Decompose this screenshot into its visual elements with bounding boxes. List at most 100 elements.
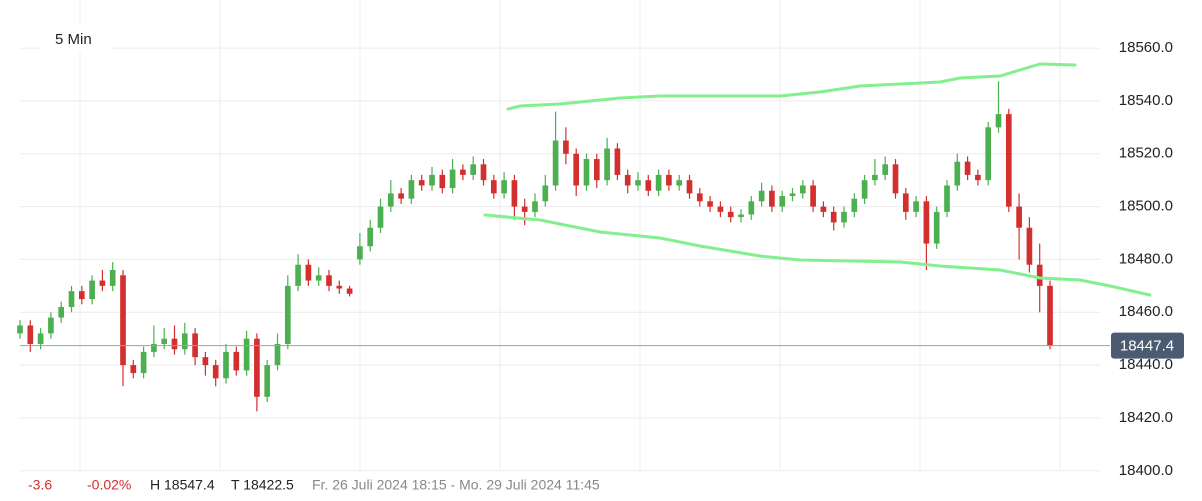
candle-body [902,193,909,212]
lower-trendline [483,213,1152,297]
interval-box [40,26,112,52]
candle-body [686,180,693,194]
candle-body [387,193,394,207]
candle-body [624,174,631,186]
candle-body [449,169,456,189]
candle-body [171,338,178,350]
candle-body [872,174,878,181]
vertical-grid [79,0,1061,470]
candle-body [27,325,34,344]
candle-body [140,351,147,374]
candle-body [161,338,168,344]
candle-body [346,288,353,294]
y-tick-label: 18480.0 [1119,250,1173,267]
candle-body [120,275,126,366]
candle-body [37,333,44,344]
candle-body [789,193,796,197]
y-tick-label: 18560.0 [1119,39,1173,56]
candle-body [284,285,291,344]
candle-body [1016,206,1022,228]
candle-body [810,185,816,207]
candle-body [779,196,786,207]
y-tick-label: 18500.0 [1119,198,1173,215]
candle-body [861,180,868,199]
candle-body [377,206,384,228]
candle-body [367,227,374,247]
candle-body [68,291,75,307]
last-price-label: 18447.4 [1120,338,1174,355]
candle-body [89,280,95,300]
candle-body [470,164,477,175]
candle-body [264,365,271,397]
candle-body [429,174,435,186]
candle-body [181,333,188,350]
candle-body [418,180,425,186]
candle-body [78,291,85,300]
candle-body [583,159,590,186]
time-range: Fr. 26 Juli 2024 18:15 - Mo. 29 Juli 202… [312,477,600,493]
candle-body [964,161,971,175]
candle-body [315,275,322,281]
interval-label: 5 Min [55,31,92,48]
candle-body [151,343,157,352]
y-tick-label: 18400.0 [1119,462,1173,479]
candle-body [223,351,229,379]
candle-body [501,180,507,194]
candle-body [645,180,652,191]
candle-body [614,148,621,175]
candle-body [305,264,312,281]
last-price-tag [1111,332,1184,359]
candle-body [573,153,580,186]
candle-body [202,357,209,366]
candle-body [913,201,919,212]
candle-body [830,211,837,223]
candle-body [655,174,662,191]
candle-body [511,180,518,207]
y-tick-label: 18440.0 [1119,356,1173,373]
candle-body [820,206,827,212]
candle-body [552,140,559,186]
candle-body [933,211,940,244]
candle-body [748,201,755,215]
candle-body [1036,264,1043,286]
candle-body [841,211,847,223]
candle-body [604,148,610,181]
candle-body [17,325,23,334]
candle-body [274,343,281,366]
candle-body [295,264,301,286]
candle-body [985,127,992,181]
candle-body [727,211,734,218]
candle-body [212,365,219,379]
session-high: H 18547.4 [150,477,215,493]
candle-body [799,185,806,194]
candle-body [398,193,404,199]
candle-body [254,338,260,397]
candle-body [130,365,137,374]
change: -3.6 [28,477,52,493]
y-tick-label: 18460.0 [1119,303,1173,320]
candle-body [490,180,497,194]
candle-body [408,180,415,199]
candle-body [769,190,775,207]
candle-body [439,174,446,189]
candle-body [58,306,65,318]
candle-body [738,214,744,218]
candle-body [243,338,250,371]
candle-body [696,193,703,202]
candle-body [109,270,116,286]
candle-body [892,164,899,194]
drawn-channel [483,62,1152,297]
candle-body [532,201,538,212]
candle-body [336,285,343,289]
candle-body [542,185,549,202]
candle-body [635,180,641,186]
change-percent: -0.02% [87,477,131,493]
candle-body [758,190,765,202]
candle-body [357,246,363,260]
candle-body [923,201,930,244]
candle-body [717,206,724,212]
candle-body [1005,114,1012,207]
upper-trendline [506,62,1077,111]
candle-body [676,180,683,186]
